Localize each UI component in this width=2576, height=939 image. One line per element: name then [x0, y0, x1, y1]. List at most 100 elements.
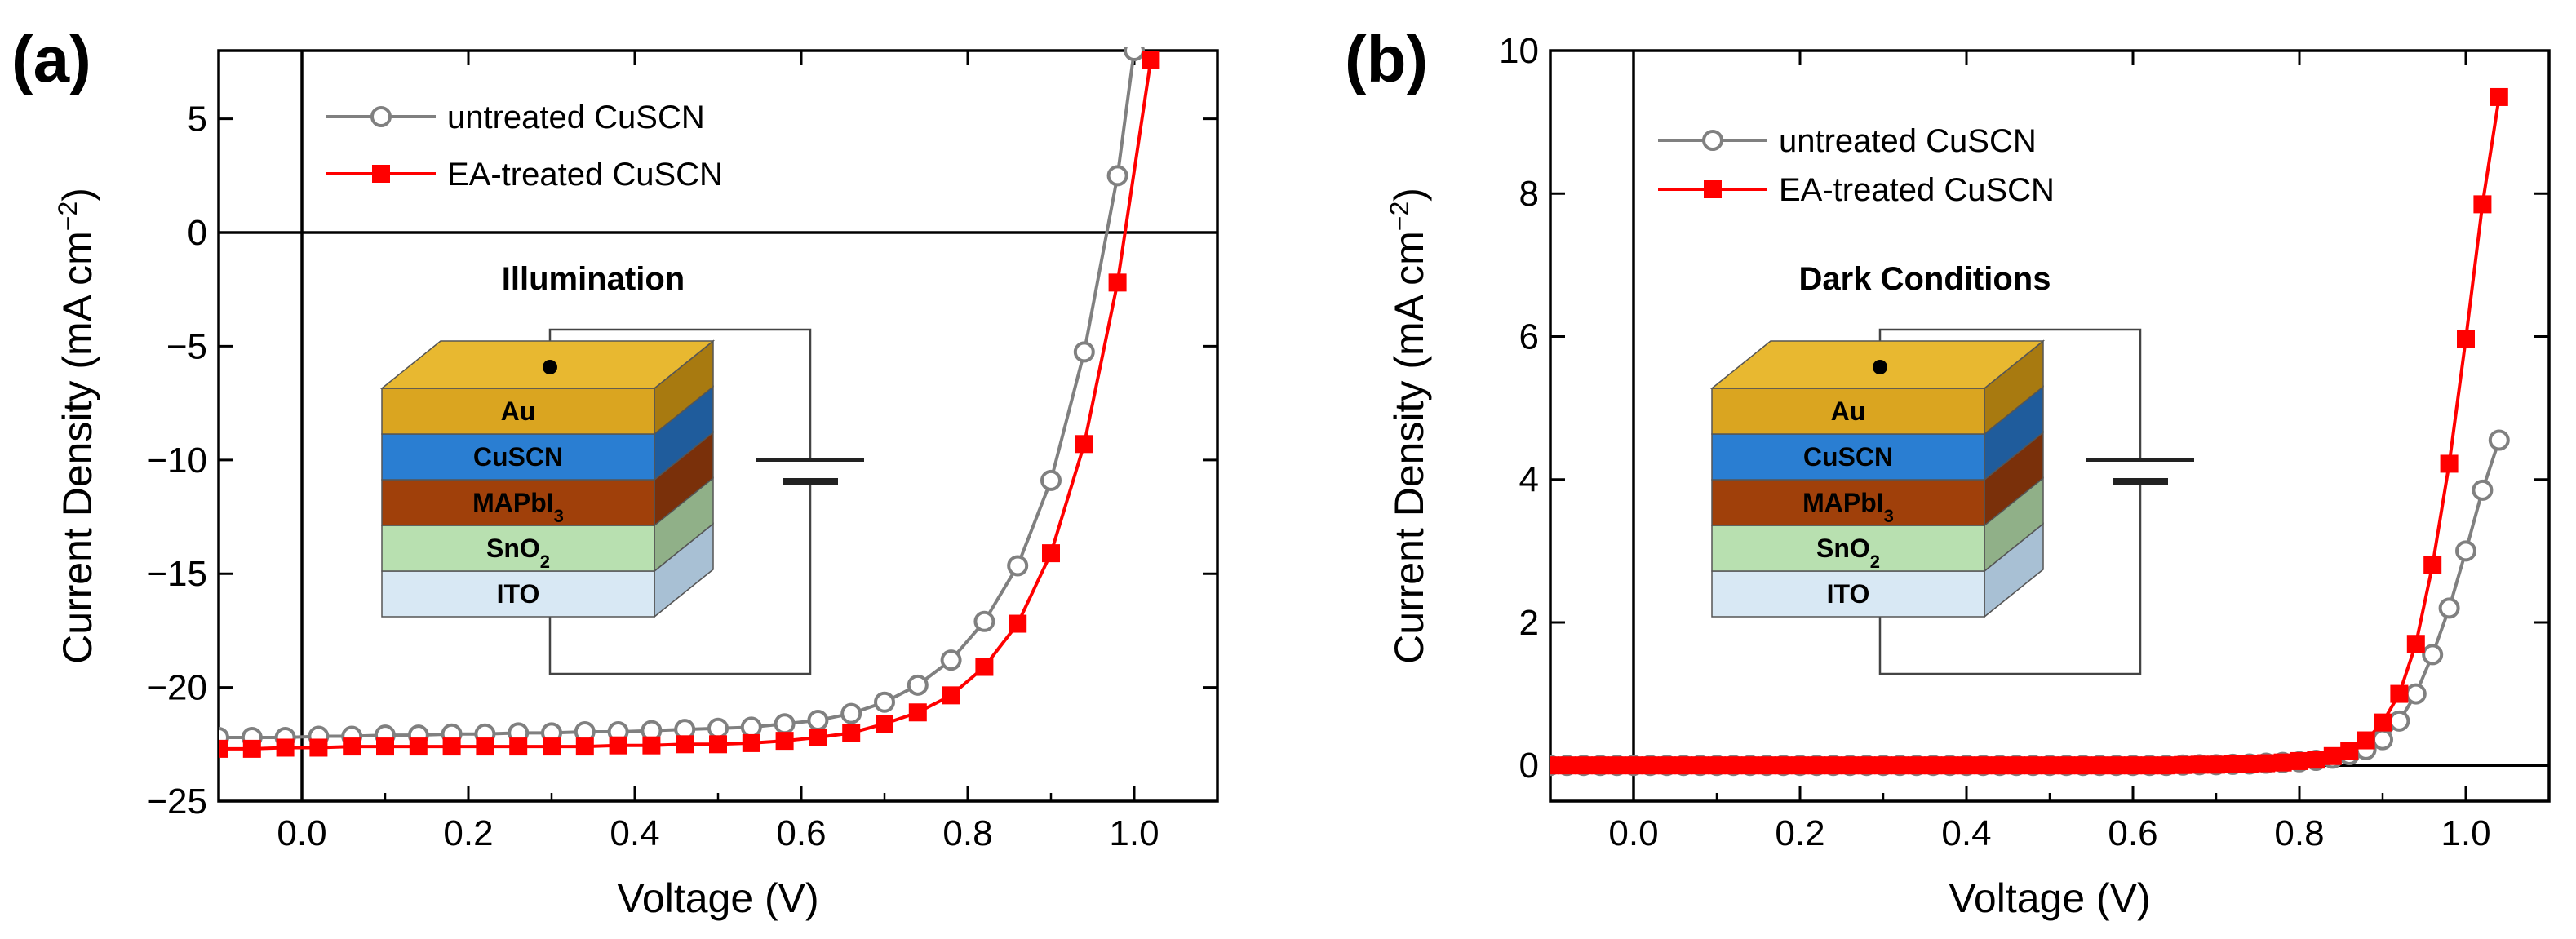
x-tick-label: 0.8 — [942, 813, 992, 853]
data-point-ea-treated — [1574, 756, 1593, 775]
x-tick-label: 1.0 — [2441, 813, 2490, 853]
layer-label-main: CuSCN — [1803, 442, 1893, 472]
layer-front-sno — [1711, 525, 1985, 572]
data-point-untreated — [940, 649, 962, 671]
y-tick-label: −10 — [146, 441, 207, 481]
layer-front-mapbi — [1711, 479, 1985, 526]
legend-label-untreated: untreated CuSCN — [447, 100, 705, 135]
legend-label-untreated: untreated CuSCN — [1779, 123, 2037, 159]
data-point-ea-treated — [1142, 51, 1160, 69]
y-tick-label: 0 — [1519, 746, 1539, 786]
data-point-untreated — [1007, 555, 1029, 577]
data-point-ea-treated — [1758, 756, 1776, 775]
data-point-untreated — [2438, 597, 2460, 619]
data-point-untreated — [840, 702, 862, 724]
data-point-ea-treated — [2157, 756, 2175, 775]
data-point-ea-treated — [742, 733, 760, 752]
y-tick-label: −25 — [146, 782, 207, 822]
y-tick-label: −15 — [146, 554, 207, 594]
legend-marker-ea-treated — [372, 165, 390, 183]
data-point-ea-treated — [2174, 755, 2192, 774]
y-axis-title-main: Current Density (mA cm — [1386, 231, 1432, 664]
layer-front-ito — [381, 570, 655, 618]
layer-label-cuscn: CuSCN — [1803, 442, 1893, 472]
data-point-ea-treated — [1691, 756, 1709, 775]
layer-label-ito: ITO — [1827, 579, 1870, 609]
data-point-ea-treated — [2390, 684, 2409, 703]
panel-b: (b) 0.0 0.2 0.4 0.6 0.8 1.0 0 2 4 6 8 10 Voltage (V) C… — [1345, 23, 2551, 921]
y-axis-title: Current Density (mA cm−2) — [1385, 188, 1432, 664]
plot-area — [1550, 87, 2510, 777]
data-point-ea-treated — [1740, 756, 1759, 775]
axis-frame — [217, 49, 1219, 803]
legend: untreated CuSCN EA-treated CuSCN — [326, 100, 723, 193]
data-point-ea-treated — [1641, 756, 1660, 775]
data-point-ea-treated — [1657, 756, 1676, 775]
data-point-ea-treated — [1957, 756, 1975, 775]
data-point-ea-treated — [2224, 755, 2242, 773]
data-point-ea-treated — [242, 739, 261, 758]
y-axis-title-close: ) — [55, 188, 100, 202]
data-point-ea-treated — [1824, 756, 1842, 775]
data-point-ea-treated — [609, 736, 627, 755]
y-axis-title-sup: −2 — [53, 202, 82, 231]
data-point-ea-treated — [709, 735, 727, 754]
data-point-ea-treated — [1674, 756, 1693, 775]
data-point-ea-treated — [2140, 756, 2159, 775]
layer-label-main: Au — [1831, 396, 1866, 426]
data-point-untreated — [2422, 644, 2444, 666]
data-point-ea-treated — [343, 737, 361, 756]
data-point-ea-treated — [2041, 756, 2059, 775]
x-tick-label: 0.8 — [2274, 813, 2324, 853]
data-point-ea-treated — [908, 703, 927, 722]
data-point-ea-treated — [276, 738, 295, 757]
data-point-ea-treated — [509, 737, 528, 756]
y-tick-label: −5 — [166, 326, 207, 366]
layer-label-cuscn: CuSCN — [473, 442, 563, 472]
data-point-ea-treated — [2323, 746, 2342, 765]
data-point-ea-treated — [1924, 756, 1943, 775]
y-tick-label: 6 — [1519, 317, 1539, 357]
data-point-ea-treated — [1874, 756, 1892, 775]
y-tick-label: 0 — [188, 213, 207, 253]
y-tick-label: 8 — [1519, 174, 1539, 214]
data-point-ea-treated — [1940, 756, 1959, 775]
data-point-untreated — [907, 674, 929, 696]
data-point-ea-treated — [2307, 751, 2325, 769]
data-point-ea-treated — [219, 739, 228, 758]
layer-label-mapbi: MAPbI3 — [1802, 488, 1894, 526]
layer-front-cuscn — [381, 433, 655, 481]
layer-label-sub: 3 — [1884, 506, 1894, 526]
data-point-ea-treated — [543, 737, 561, 756]
layer-label-main: MAPbI — [1802, 488, 1884, 517]
panel-label: (b) — [1345, 23, 1428, 95]
device-stack: ITO SnO2 MAPbI3 CuSCN Au — [1709, 328, 2194, 675]
data-point-ea-treated — [1891, 756, 1909, 775]
data-point-ea-treated — [2457, 330, 2475, 348]
data-point-ea-treated — [2273, 753, 2292, 772]
data-point-ea-treated — [2057, 756, 2076, 775]
data-point-ea-treated — [2107, 756, 2126, 775]
data-point-ea-treated — [1591, 756, 1610, 775]
data-point-ea-treated — [876, 715, 893, 733]
data-point-ea-treated — [2207, 755, 2225, 774]
data-point-ea-treated — [1558, 756, 1576, 775]
x-tick-label: 0.4 — [610, 813, 659, 853]
layer-label-sub: 3 — [554, 506, 564, 526]
y-tick-label: 10 — [1499, 31, 1539, 71]
data-point-ea-treated — [2374, 713, 2392, 732]
condition-label: Illumination — [502, 261, 685, 297]
data-point-ea-treated — [2240, 755, 2259, 773]
x-tick-label: 0.6 — [776, 813, 826, 853]
data-point-ea-treated — [1857, 756, 1876, 775]
layer-label-main: CuSCN — [473, 442, 563, 472]
data-point-ea-treated — [1907, 756, 1926, 775]
layer-label-main: SnO — [1816, 534, 1870, 563]
condition-label: Dark Conditions — [1799, 261, 2051, 297]
data-point-ea-treated — [2190, 755, 2209, 774]
layer-label-sno: SnO2 — [486, 534, 550, 572]
data-point-ea-treated — [2024, 756, 2042, 775]
data-point-ea-treated — [2406, 635, 2425, 653]
data-point-untreated — [1124, 47, 1145, 61]
